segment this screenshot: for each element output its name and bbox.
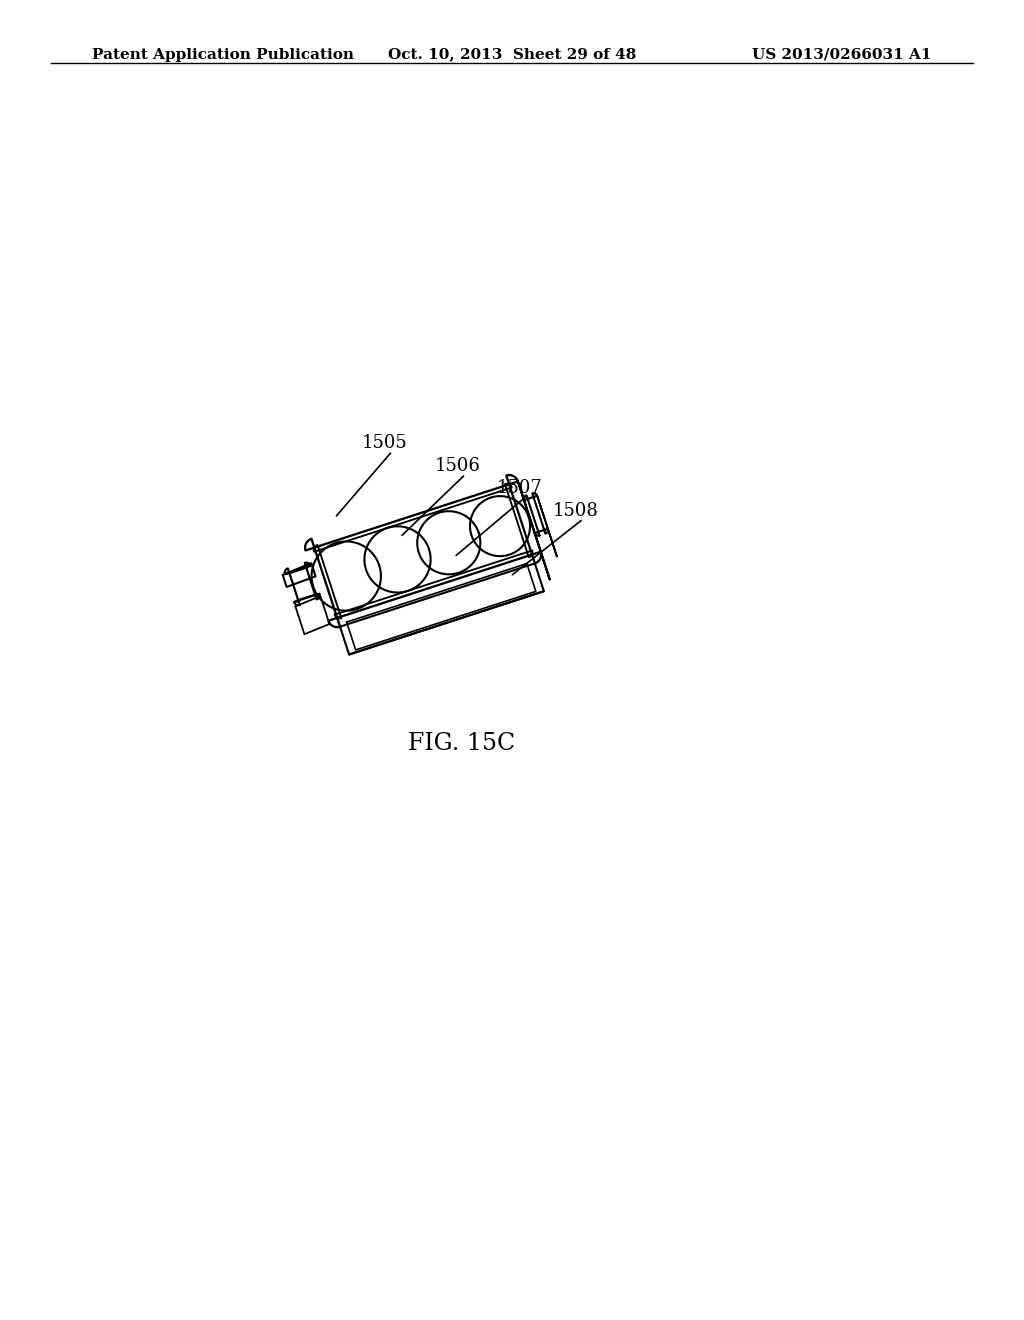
Text: 1508: 1508 [553,502,599,520]
Text: Oct. 10, 2013  Sheet 29 of 48: Oct. 10, 2013 Sheet 29 of 48 [388,48,636,62]
Text: 1507: 1507 [497,479,543,496]
Text: 1505: 1505 [361,434,408,453]
Text: FIG. 15C: FIG. 15C [409,733,515,755]
Text: Patent Application Publication: Patent Application Publication [92,48,354,62]
Text: US 2013/0266031 A1: US 2013/0266031 A1 [753,48,932,62]
Text: 1506: 1506 [435,458,480,475]
